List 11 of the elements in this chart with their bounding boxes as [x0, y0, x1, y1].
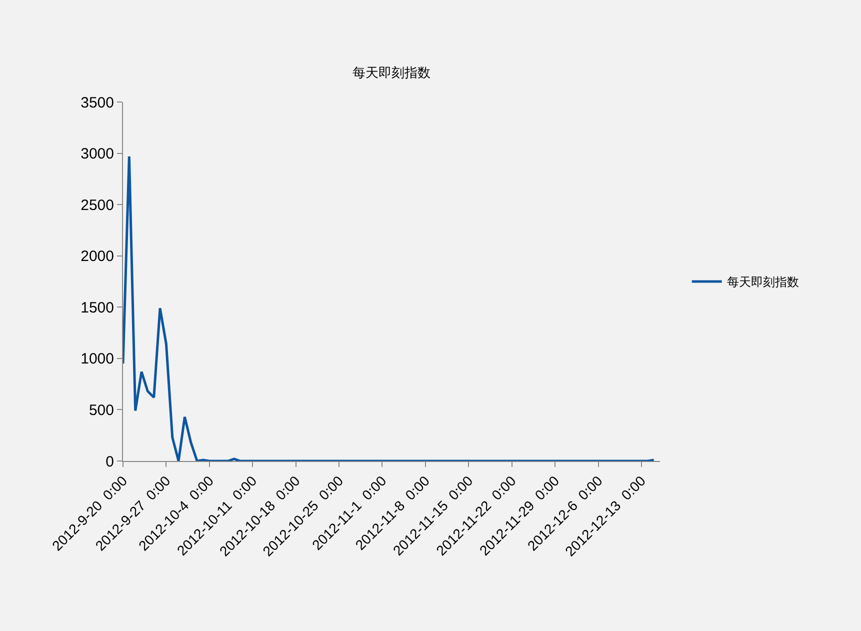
y-tick-label: 2000 — [80, 248, 114, 266]
chart-title: 每天即刻指数 — [352, 65, 430, 80]
y-tick-label: 1500 — [80, 299, 114, 316]
y-tick-label: 2500 — [80, 196, 114, 214]
y-tick-label: 3000 — [80, 146, 114, 163]
y-tick-label: 3500 — [80, 94, 114, 112]
y-tick-label: 0 — [106, 453, 114, 470]
y-tick-label: 500 — [88, 402, 114, 419]
legend-label: 每天即刻指数 — [726, 275, 799, 290]
y-tick-label: 1000 — [80, 350, 114, 368]
line-series — [123, 155, 656, 461]
